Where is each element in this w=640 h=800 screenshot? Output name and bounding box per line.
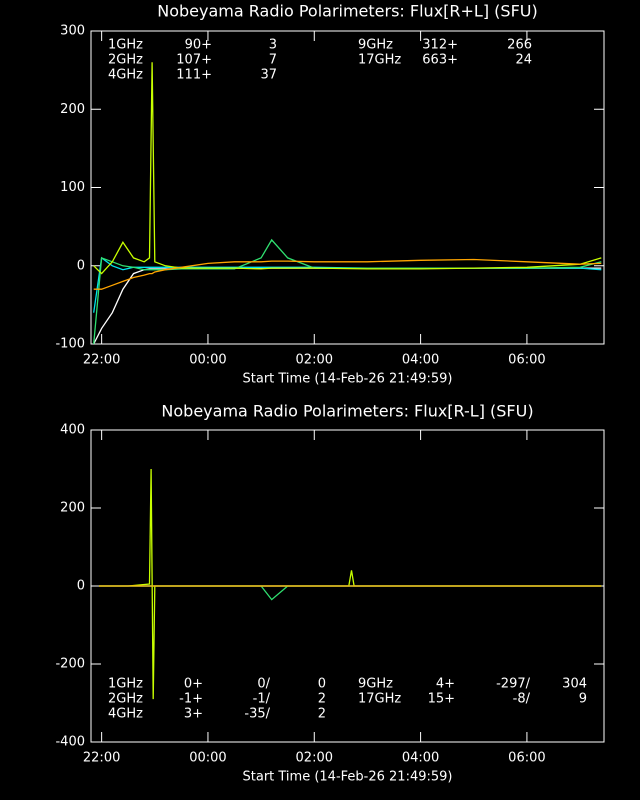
legend-label: 2GHz [108,692,143,707]
legend-value: 24 [515,53,532,68]
legend-value: 663+ [422,53,458,68]
x-tick-label: 06:00 [508,353,545,368]
legend-value: 304 [562,677,587,692]
series-line [93,258,602,290]
x-axis-label: Start Time (14-Feb-26 21:49:59) [243,372,453,387]
legend-value: 3 [269,38,277,53]
legend-value: 2 [318,707,326,722]
legend-label: 4GHz [108,707,143,722]
legend-value: 15+ [428,692,455,707]
legend-value: 0+ [184,677,203,692]
x-axis-label: Start Time (14-Feb-26 21:49:59) [243,770,453,785]
legend-label: 9GHz [358,677,393,692]
legend-value: -8/ [513,692,531,707]
x-tick-label: 06:00 [508,751,545,766]
legend-value: 37 [260,68,277,83]
legend-value: -297/ [496,677,531,692]
chart-title: Nobeyama Radio Polarimeters: Flux[R-L] (… [161,402,533,421]
legend-value: 90+ [185,38,212,53]
y-tick-label: -200 [55,657,85,672]
x-tick-label: 00:00 [189,751,226,766]
legend-value: 2 [318,692,326,707]
x-tick-label: 04:00 [402,751,439,766]
y-tick-label: 100 [60,180,85,195]
legend-value: 0/ [257,677,270,692]
series-line [99,468,602,700]
legend-label: 17GHz [358,692,401,707]
series-line [93,62,602,275]
series-line [93,267,602,345]
y-tick-label: -100 [55,337,85,352]
legend-label: 17GHz [358,53,401,68]
plot-frame [90,30,605,345]
legend-label: 2GHz [108,53,143,68]
y-tick-label: 200 [60,102,85,117]
legend-value: 4+ [436,677,455,692]
legend-label: 4GHz [108,68,143,83]
y-tick-label: 400 [60,423,85,438]
legend-value: 7 [269,53,277,68]
legend-value: 0 [318,677,326,692]
legend-label: 9GHz [358,38,393,53]
x-tick-label: 22:00 [83,353,120,368]
legend-value: 266 [507,38,532,53]
x-tick-label: 04:00 [402,353,439,368]
x-tick-label: 22:00 [83,751,120,766]
legend-label: 1GHz [108,677,143,692]
legend-value: -1+ [179,692,203,707]
y-tick-label: 300 [60,24,85,39]
legend-label: 1GHz [108,38,143,53]
x-tick-label: 02:00 [296,751,333,766]
series-line [99,585,602,601]
series-line [93,238,602,345]
x-tick-label: 02:00 [296,353,333,368]
y-tick-label: -400 [55,735,85,750]
legend-value: -1/ [253,692,271,707]
x-tick-label: 00:00 [189,353,226,368]
legend-value: 9 [579,692,587,707]
legend-value: -35/ [244,707,270,722]
chart-title: Nobeyama Radio Polarimeters: Flux[R+L] (… [157,2,537,21]
legend-value: 312+ [422,38,458,53]
legend-value: 3+ [184,707,203,722]
y-tick-label: 200 [60,501,85,516]
y-tick-label: 0 [77,579,85,594]
y-tick-label: 0 [77,258,85,273]
legend-value: 107+ [176,53,212,68]
legend-value: 111+ [176,68,212,83]
